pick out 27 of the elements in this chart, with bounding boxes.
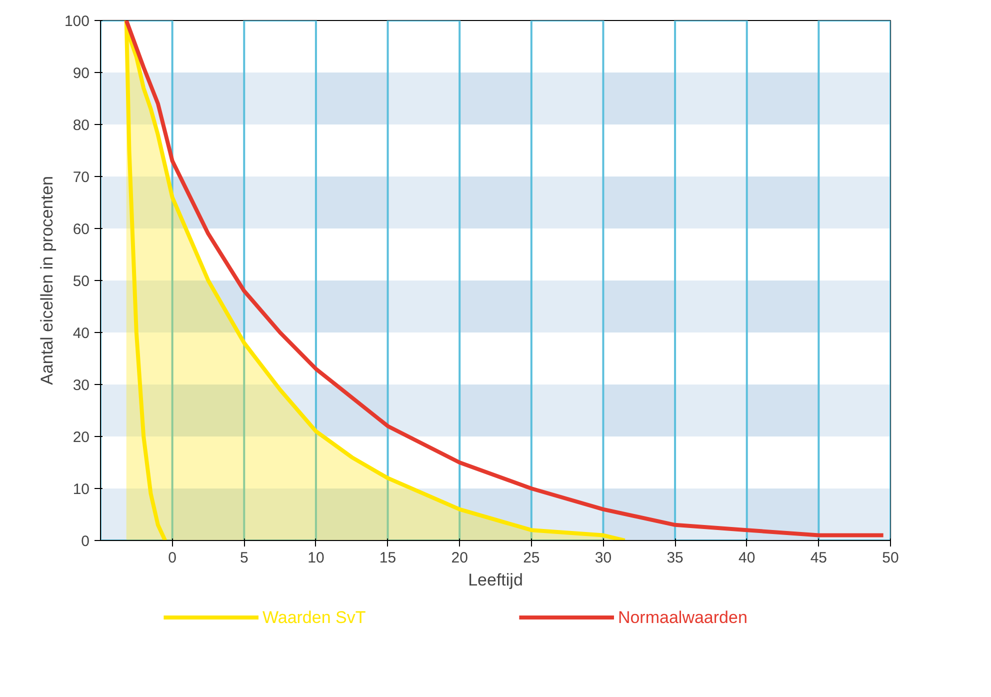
x-tick-label: 15 [379, 550, 396, 566]
x-tick-label: 40 [738, 550, 756, 566]
x-tick-label: 25 [523, 550, 540, 566]
y-tick-label: 40 [72, 325, 90, 342]
y-tick-label: 20 [72, 429, 90, 446]
line-series [124, 20, 886, 538]
y-tick-label: 30 [72, 377, 90, 394]
y-tick-label: 0 [81, 533, 90, 550]
x-tick-label: 30 [594, 550, 612, 566]
x-tick-label: 5 [240, 550, 248, 566]
y-tick-label: 70 [72, 169, 90, 186]
y-tick-label: 100 [64, 13, 90, 30]
x-tick-label: 45 [810, 550, 828, 566]
y-tick-label: 50 [72, 273, 90, 290]
x-tick-label: 35 [666, 550, 684, 566]
y-axis-title: Aantal eicellen in procenten [37, 176, 56, 385]
x-tick-label: 50 [882, 550, 899, 566]
y-tick-label: 90 [72, 65, 90, 82]
x-axis-title: Leeftijd [468, 570, 523, 590]
text: Normaalwaarden [618, 608, 748, 627]
x-tick-label: 0 [168, 550, 176, 566]
y-tick-label: 60 [72, 221, 90, 238]
y-tick-label: 80 [72, 117, 90, 134]
y-tick-label: 10 [72, 481, 90, 498]
x-tick-label: 10 [308, 550, 324, 566]
text: Waarden SvT [262, 608, 366, 627]
x-tick-label: 20 [451, 550, 468, 566]
